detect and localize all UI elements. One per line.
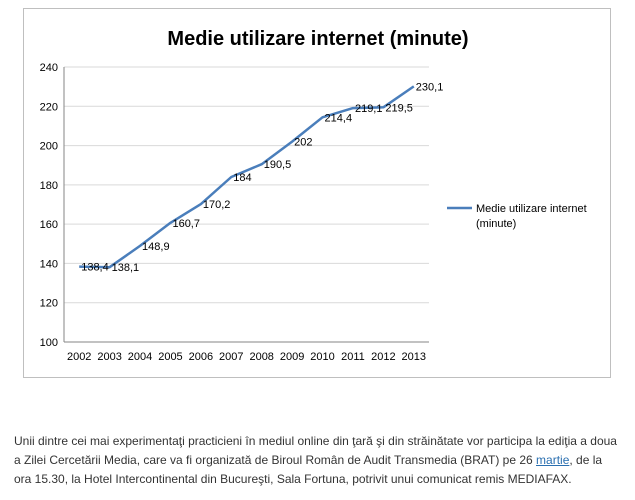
data-label: 138,4 bbox=[81, 262, 109, 274]
x-tick-label: 2005 bbox=[158, 351, 182, 363]
y-tick-label: 160 bbox=[40, 219, 58, 231]
caption-text-after: , de la ora 15.30, la Hotel Intercontine… bbox=[14, 453, 603, 486]
data-label: 148,9 bbox=[142, 241, 170, 253]
x-tick-label: 2013 bbox=[402, 351, 426, 363]
x-tick-label: 2010 bbox=[310, 351, 334, 363]
y-tick-label: 180 bbox=[40, 180, 58, 192]
x-tick-label: 2003 bbox=[97, 351, 121, 363]
x-tick-label: 2004 bbox=[128, 351, 152, 363]
x-tick-label: 2007 bbox=[219, 351, 243, 363]
x-tick-label: 2008 bbox=[249, 351, 273, 363]
x-tick-label: 2012 bbox=[371, 351, 395, 363]
data-label: 160,7 bbox=[172, 218, 200, 230]
x-tick-label: 2011 bbox=[341, 351, 365, 363]
legend-label-line2: (minute) bbox=[476, 218, 516, 230]
y-tick-label: 220 bbox=[40, 101, 58, 113]
y-tick-label: 200 bbox=[40, 141, 58, 153]
legend-label-line1: Medie utilizare internet bbox=[476, 203, 587, 215]
y-tick-label: 120 bbox=[40, 298, 58, 310]
x-tick-label: 2006 bbox=[189, 351, 213, 363]
y-tick-label: 140 bbox=[40, 258, 58, 270]
series-line bbox=[79, 85, 415, 269]
y-tick-label: 100 bbox=[40, 337, 58, 349]
data-label: 214,4 bbox=[325, 112, 353, 124]
y-tick-label: 240 bbox=[40, 62, 58, 74]
data-label: 138,1 bbox=[112, 262, 140, 274]
data-label: 219,1 bbox=[355, 103, 383, 115]
data-label: 230,1 bbox=[416, 81, 444, 93]
data-label: 170,2 bbox=[203, 199, 231, 211]
data-label: 184 bbox=[233, 172, 251, 184]
caption-text-before: Unii dintre cei mai experimentaţi practi… bbox=[14, 434, 617, 467]
chart-title: Medie utilizare internet (minute) bbox=[167, 28, 468, 50]
martie-link[interactable]: martie bbox=[536, 453, 570, 467]
line-chart: Medie utilizare internet (minute) 100 120 1… bbox=[40, 28, 587, 363]
x-tick-label: 2002 bbox=[67, 351, 91, 363]
data-label: 202 bbox=[294, 137, 312, 149]
data-label: 219,5 bbox=[385, 102, 413, 114]
data-label: 190,5 bbox=[264, 159, 292, 171]
article-paragraph: Unii dintre cei mai experimentaţi practi… bbox=[14, 432, 618, 489]
chart-figure: Medie utilizare internet (minute) 100 120 1… bbox=[23, 8, 611, 378]
x-tick-label: 2009 bbox=[280, 351, 304, 363]
